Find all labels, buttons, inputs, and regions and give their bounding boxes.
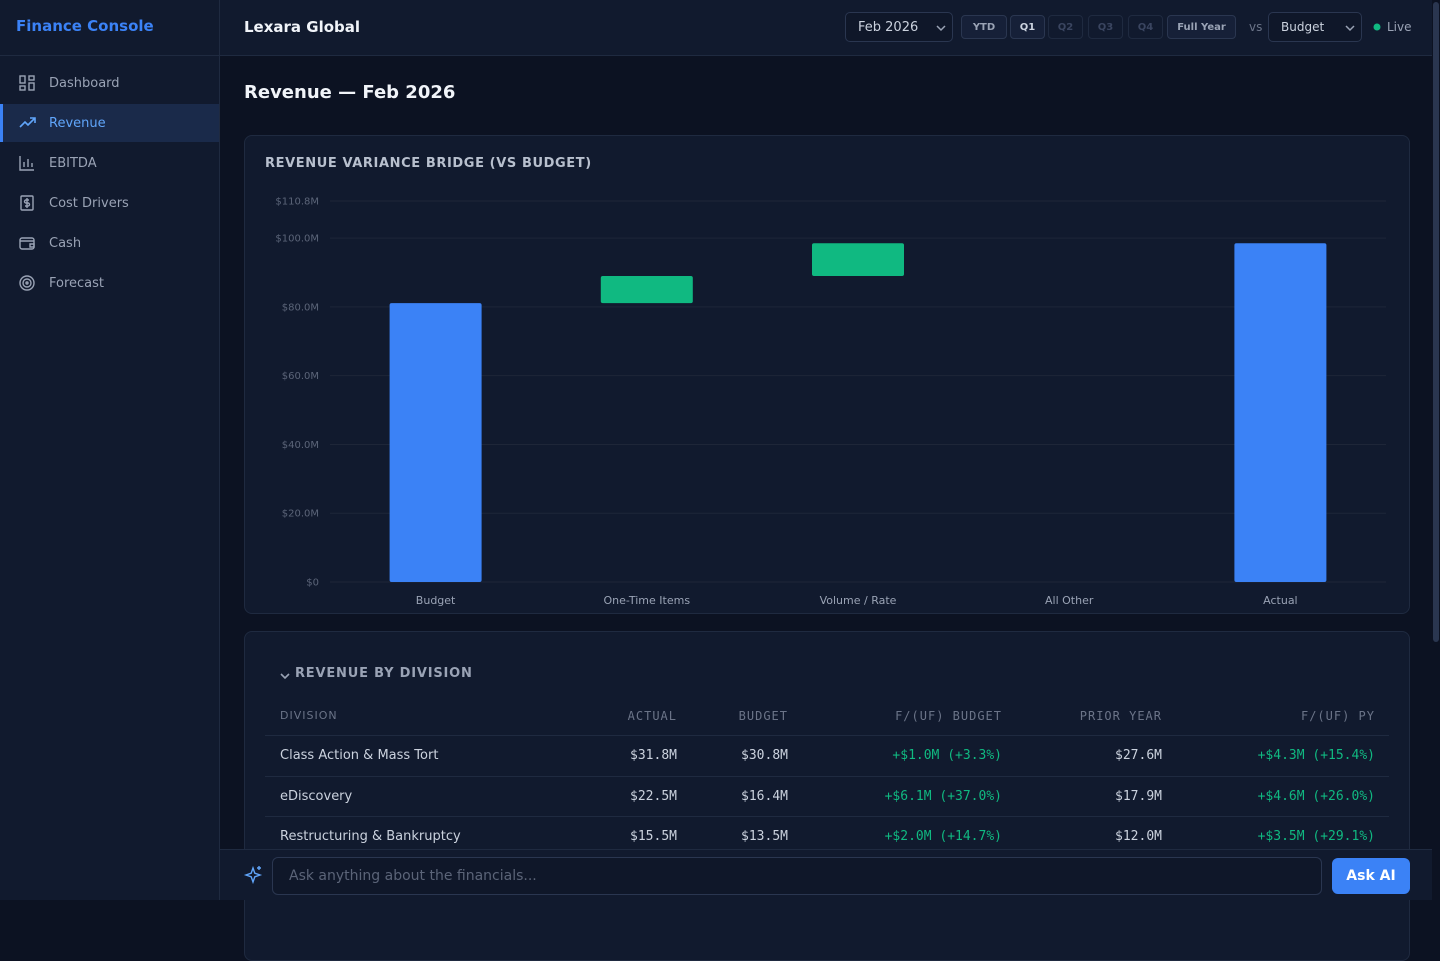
- chart: REVENUE VARIANCE BRIDGE (VS BUDGET) $0 $2…: [265, 156, 1386, 607]
- icon: [19, 117, 36, 128]
- division-name: Restructuring & Bankruptcy: [280, 829, 461, 844]
- range-button[interactable]: Q4: [1128, 15, 1163, 39]
- period: Feb 2026: [858, 19, 919, 35]
- table-cell: +$3.5M (+29.1%): [1257, 829, 1375, 844]
- table-cell: $31.8M: [630, 748, 677, 763]
- ask-input[interactable]: Ask anything about the financials...: [272, 857, 1322, 895]
- table-cell: $22.5M: [630, 788, 677, 804]
- row-divider: [265, 816, 1389, 817]
- nav-item[interactable]: Cost Drivers: [0, 184, 219, 222]
- nav-item[interactable]: EBITDA: [0, 144, 219, 182]
- range-button[interactable]: YTD: [961, 15, 1007, 39]
- total-bar: [389, 303, 482, 582]
- table-cell: $12.0M: [1115, 829, 1162, 844]
- x-tick-label: Budget: [416, 594, 456, 607]
- table-cell: +$4.3M (+15.4%): [1257, 748, 1375, 763]
- table-cell: +$6.1M (+37.0%): [884, 788, 1002, 804]
- x-tick-label: Actual: [1263, 594, 1297, 607]
- column-header: F/(UF) BUDGET: [895, 709, 1002, 723]
- ask-bar: Ask anything about the financials... Ask…: [220, 849, 1432, 900]
- live-dot: [1373, 23, 1381, 31]
- sidebar: Finance Console Dashboard Revenue EBITDA…: [0, 0, 220, 900]
- table-cell: $30.8M: [741, 748, 788, 763]
- company: Lexara Global: [244, 18, 361, 36]
- nav-item[interactable]: Dashboard: [0, 64, 219, 102]
- status-label: Live: [1387, 20, 1412, 34]
- table-cell: $16.4M: [741, 788, 788, 804]
- column-header: PRIOR YEAR: [1079, 709, 1162, 723]
- y-tick-label: $80.0M: [282, 302, 319, 313]
- table-cell: +$2.0M (+14.7%): [884, 829, 1002, 844]
- column-header: F/(UF) PY: [1300, 709, 1375, 723]
- column-header: BUDGET: [738, 709, 788, 723]
- range-button[interactable]: Q3: [1088, 15, 1123, 39]
- icon: [19, 275, 35, 291]
- icon: [19, 156, 34, 171]
- table-cell: +$1.0M (+3.3%): [892, 748, 1002, 763]
- range-button[interactable]: Q2: [1048, 15, 1083, 39]
- chart-title: REVENUE VARIANCE BRIDGE (VS BUDGET): [265, 156, 592, 171]
- chart-card: REVENUE VARIANCE BRIDGE (VS BUDGET) $0 $2…: [244, 135, 1410, 614]
- x-tick-label: All Other: [1045, 594, 1094, 607]
- variance-bar: [600, 275, 693, 304]
- comparison-select[interactable]: Budget: [1268, 12, 1362, 42]
- chevron: [936, 25, 946, 32]
- y-tick-label: $110.8M: [275, 197, 319, 208]
- nav-item[interactable]: Forecast: [0, 264, 219, 302]
- x-tick-label: One-Time Items: [604, 594, 691, 607]
- icon: [19, 237, 35, 250]
- x-tick-label: Volume / Rate: [820, 594, 897, 607]
- y-tick-label: $100.0M: [275, 234, 319, 245]
- status: Live: [1373, 12, 1412, 42]
- chevron: [1345, 25, 1355, 32]
- page-title: Revenue — Feb 2026: [244, 82, 456, 103]
- nav-label: Cash: [49, 235, 82, 251]
- row-divider: [265, 735, 1389, 736]
- brand: Finance Console: [0, 0, 219, 56]
- y-tick-label: $40.0M: [282, 440, 319, 451]
- nav-label: Forecast: [49, 275, 105, 291]
- y-tick-label: $60.0M: [282, 371, 319, 382]
- y-tick-label: $0: [306, 578, 319, 589]
- nav-label: Dashboard: [49, 75, 120, 91]
- icon: [19, 75, 35, 91]
- table-cell: $13.5M: [741, 829, 788, 844]
- table-cell: +$4.6M (+26.0%): [1257, 788, 1375, 804]
- total-bar: [1234, 243, 1327, 582]
- comparison: Budget: [1281, 20, 1325, 34]
- range-button[interactable]: Full Year: [1167, 15, 1236, 39]
- division-name: Class Action & Mass Tort: [280, 748, 439, 763]
- variance-bar: [812, 243, 904, 276]
- column-header: DIVISION: [280, 709, 338, 722]
- top-bar: Lexara Global Feb 2026 YTD Q1 Q2 Q3 Q4 F…: [220, 0, 1432, 56]
- scroll-thumb[interactable]: [1433, 2, 1439, 642]
- scrollbar: [1432, 0, 1440, 900]
- table-cell: $17.9M: [1115, 788, 1162, 804]
- division-name: eDiscovery: [280, 788, 353, 804]
- vs-label: vs: [1249, 20, 1263, 34]
- range-button[interactable]: Q1: [1010, 15, 1045, 39]
- nav-label: EBITDA: [49, 155, 97, 171]
- nav-item[interactable]: Revenue: [0, 104, 219, 142]
- table-title: REVENUE BY DIVISION: [295, 666, 473, 681]
- nav-label: Revenue: [49, 115, 106, 131]
- table-card: REVENUE BY DIVISION DIVISION ACTUAL BUDGET…: [244, 631, 1410, 961]
- column-header: ACTUAL: [627, 709, 677, 723]
- icon: [20, 195, 34, 211]
- nav-label: Cost Drivers: [49, 195, 129, 211]
- y-tick-label: $20.0M: [282, 509, 319, 520]
- nav-item[interactable]: Cash: [0, 224, 219, 262]
- chevron: [280, 673, 290, 680]
- table-cell: $15.5M: [630, 829, 677, 844]
- row-divider: [265, 775, 1389, 777]
- period-select[interactable]: Feb 2026: [845, 12, 953, 42]
- sparkle-icon: [243, 865, 263, 885]
- table-cell: $27.6M: [1115, 748, 1162, 763]
- ask-button[interactable]: Ask AI: [1332, 858, 1410, 894]
